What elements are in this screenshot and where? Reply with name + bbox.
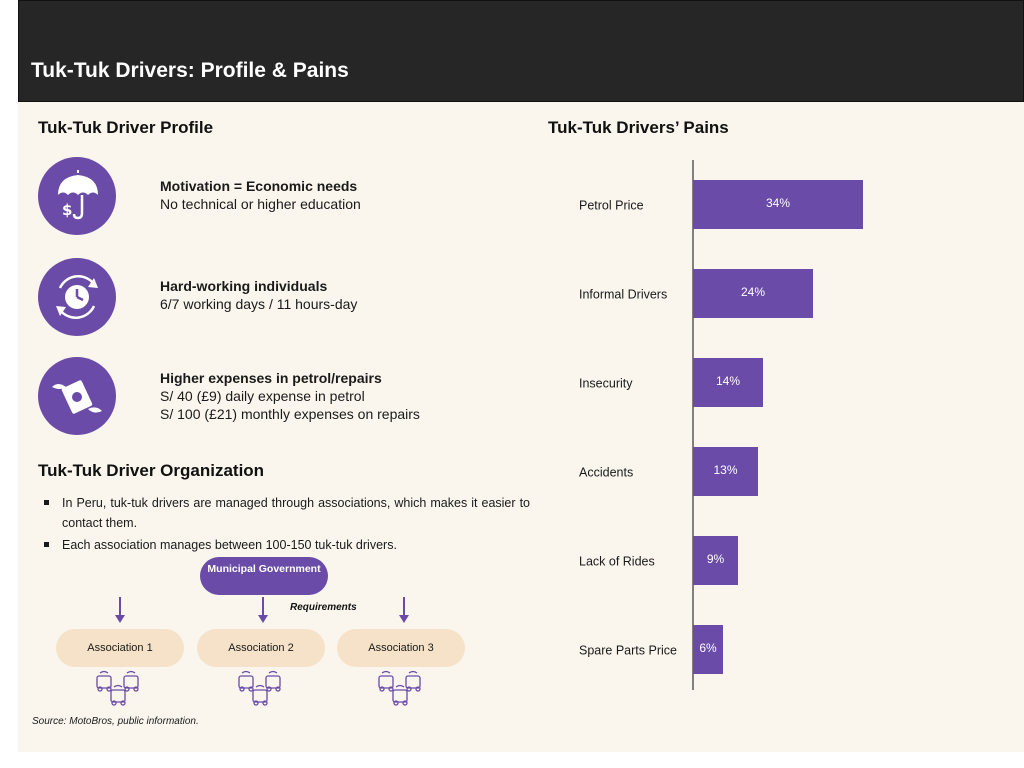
category-label: Informal Drivers — [579, 288, 667, 302]
data-label: 24% — [741, 285, 765, 299]
category-label: Insecurity — [579, 377, 633, 391]
category-label: Spare Parts Price — [579, 644, 677, 658]
bullet-item: In Peru, tuk-tuk drivers are managed thr… — [44, 493, 530, 533]
header-bar: Tuk-Tuk Drivers: Profile & Pains — [18, 0, 1024, 102]
data-label: 6% — [699, 641, 717, 655]
profile-item-heading: Motivation = Economic needs — [160, 178, 358, 194]
profile-item-detail: S/ 40 (£9) daily expense in petrol — [160, 388, 365, 404]
organization-section-title: Tuk-Tuk Driver Organization — [38, 461, 265, 480]
arrow-down-icon — [258, 597, 268, 623]
tuk-tuk-group-icon — [376, 668, 426, 710]
bar — [693, 625, 723, 674]
umbrella-dollar-icon: $ — [38, 157, 116, 235]
profile-item-heading: Higher expenses in petrol/repairs — [160, 370, 382, 386]
bar — [693, 447, 758, 496]
association-node: Association 1 — [56, 629, 184, 667]
bar — [693, 269, 813, 318]
association-node: Association 2 — [197, 629, 325, 667]
profile-item-motivation: $ Motivation = Economic needs No technic… — [38, 157, 518, 237]
tuk-tuk-group-icon — [236, 668, 286, 710]
svg-text:$: $ — [62, 201, 72, 219]
category-label: Accidents — [579, 466, 633, 480]
pains-bar-chart: Petrol Price 34% Informal Drivers 24% Insecu… — [548, 150, 1018, 700]
page-title: Tuk-Tuk Drivers: Profile & Pains — [31, 59, 349, 82]
organization-bullets: In Peru, tuk-tuk drivers are managed thr… — [44, 493, 530, 557]
bar — [693, 180, 863, 229]
arrow-down-icon — [115, 597, 125, 623]
bar — [693, 358, 763, 407]
slide: Tuk-Tuk Drivers: Profile & Pains Tuk-Tuk… — [18, 0, 1024, 752]
bar — [693, 536, 738, 585]
profile-item-hard-working: Hard-working individuals 6/7 working day… — [38, 258, 518, 338]
profile-item-detail: No technical or higher education — [160, 196, 361, 212]
source-note: Source: MotoBros, public information. — [32, 716, 199, 727]
bullet-item: Each association manages between 100-150… — [44, 535, 530, 555]
requirements-label: Requirements — [290, 602, 357, 613]
clock-cycle-icon — [38, 258, 116, 336]
profile-item-expenses: Higher expenses in petrol/repairs S/ 40 … — [38, 357, 518, 437]
category-label: Lack of Rides — [579, 555, 655, 569]
category-label: Petrol Price — [579, 199, 644, 213]
flying-money-icon — [38, 357, 116, 435]
data-label: 34% — [766, 196, 790, 210]
data-label: 13% — [713, 463, 737, 477]
association-node: Association 3 — [337, 629, 465, 667]
profile-item-detail: S/ 100 (£21) monthly expenses on repairs — [160, 406, 420, 422]
municipal-government-node: Municipal Government — [200, 557, 328, 595]
profile-section-title: Tuk-Tuk Driver Profile — [38, 118, 214, 137]
profile-item-detail: 6/7 working days / 11 hours-day — [160, 296, 358, 312]
arrow-down-icon — [399, 597, 409, 623]
profile-item-heading: Hard-working individuals — [160, 278, 328, 294]
tuk-tuk-group-icon — [94, 668, 144, 710]
data-label: 14% — [716, 374, 740, 388]
pains-bar-chart-svg: Petrol Price 34% Informal Drivers 24% Insecu… — [579, 160, 863, 690]
data-label: 9% — [707, 552, 725, 566]
pains-section-title: Tuk-Tuk Drivers’ Pains — [548, 118, 729, 137]
